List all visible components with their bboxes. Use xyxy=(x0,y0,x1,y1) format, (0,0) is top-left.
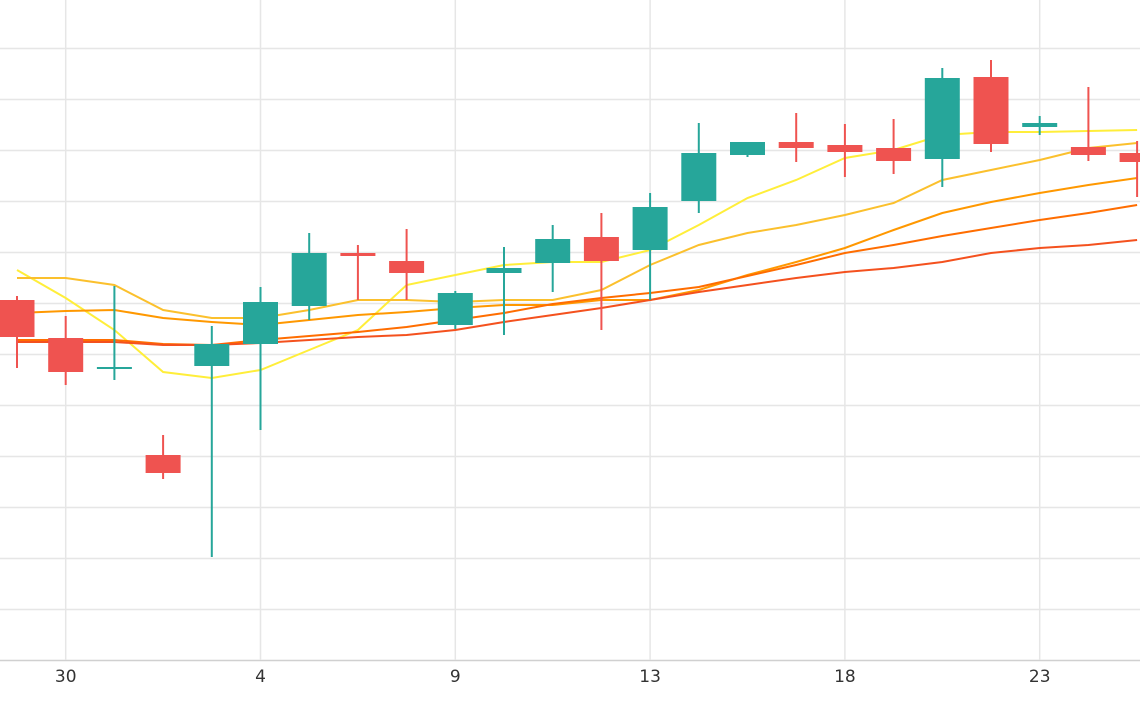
candle-body xyxy=(145,455,181,473)
moving-average-line xyxy=(17,142,1138,319)
candle-body xyxy=(876,148,912,161)
x-tick-label: 4 xyxy=(255,667,266,687)
candle-body xyxy=(437,293,473,325)
candle-body xyxy=(730,142,765,155)
moving-average-line xyxy=(16,129,1138,380)
candle-body xyxy=(389,261,425,273)
candle-body xyxy=(0,300,35,337)
candle-body xyxy=(827,145,863,152)
candle-body xyxy=(48,338,84,372)
candle-body xyxy=(1070,147,1106,155)
x-tick-label: 23 xyxy=(1029,667,1051,687)
candle-body xyxy=(973,77,1009,144)
candle-body xyxy=(1022,123,1058,127)
x-tick-label: 18 xyxy=(834,667,856,687)
candle-body xyxy=(681,153,717,201)
candle-body xyxy=(486,268,522,273)
x-tick-label: 30 xyxy=(55,667,77,687)
candle-body xyxy=(291,253,327,306)
candle-body xyxy=(778,142,814,148)
moving-average-line xyxy=(17,239,1138,346)
candle-body xyxy=(243,302,278,344)
candle-body xyxy=(194,344,230,366)
moving-average-line xyxy=(16,177,1138,327)
candle-body xyxy=(340,253,376,256)
x-tick-label: 9 xyxy=(450,667,461,687)
moving-average-line xyxy=(17,204,1138,347)
candle-body xyxy=(924,78,960,159)
candle-body xyxy=(535,239,571,263)
candle-body xyxy=(1119,153,1140,162)
candle-body xyxy=(583,237,619,261)
candle-body xyxy=(632,207,668,250)
candle-body xyxy=(96,367,132,369)
x-tick-label: 13 xyxy=(639,667,661,687)
